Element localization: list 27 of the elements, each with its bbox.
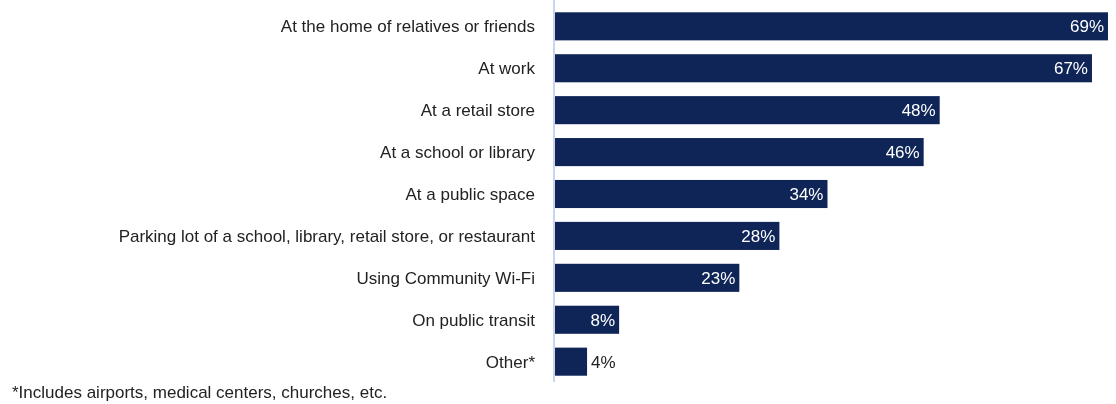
data-label: 67% [1053, 59, 1088, 79]
bar [555, 138, 924, 167]
bar [555, 96, 940, 125]
data-label: 8% [590, 310, 616, 330]
y-tick-label: At work [478, 59, 536, 79]
data-label: 46% [885, 143, 920, 163]
data-label: 69% [1069, 17, 1104, 37]
bar [555, 12, 1108, 41]
data-label: 23% [701, 268, 736, 288]
y-tick-label: Parking lot of a school, library, retail store, or restaurant [118, 226, 536, 246]
data-label: 48% [901, 101, 936, 121]
y-tick-label: At a retail store [420, 101, 535, 121]
bar [555, 347, 588, 376]
bar [555, 54, 1092, 83]
data-label: 34% [789, 184, 824, 204]
y-tick-label: Other* [485, 352, 536, 372]
bar [555, 221, 780, 250]
bar [555, 263, 740, 292]
y-tick-label: At the home of relatives or friends [280, 17, 535, 37]
y-tick-label: At a public space [405, 184, 535, 204]
data-label: 28% [741, 226, 776, 246]
y-tick-label: On public transit [412, 310, 536, 330]
y-tick-label: Using Community Wi-Fi [356, 268, 535, 288]
y-tick-label: At a school or library [380, 143, 536, 163]
bar [555, 179, 828, 209]
text: *Includes airports, medical centers, churches, etc. [12, 383, 388, 402]
data-label: 4% [591, 352, 616, 372]
